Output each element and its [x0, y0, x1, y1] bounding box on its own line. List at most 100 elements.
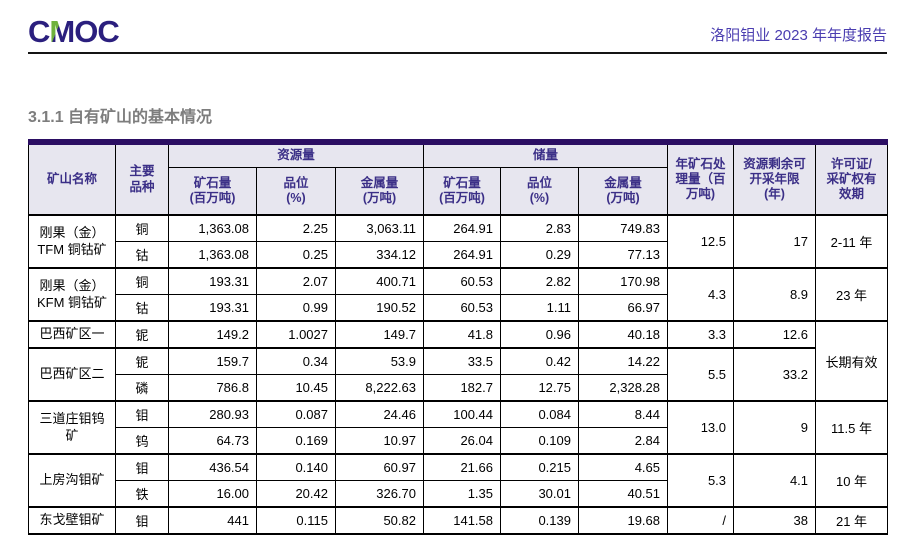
- cell-remaining: 38: [733, 506, 817, 535]
- cell-res-grade: 0.087: [256, 400, 336, 428]
- cell-rsv-metal: 14.22: [577, 347, 669, 375]
- cell-res-metal: 326.70: [335, 480, 424, 508]
- cell-res-grade: 0.99: [256, 294, 336, 322]
- cell-rsv-grade: 0.42: [500, 347, 579, 375]
- cell-res-metal: 3,063.11: [335, 214, 424, 242]
- section-title: 3.1.1 自有矿山的基本情况: [28, 109, 213, 126]
- cell-variety: 钴: [115, 241, 169, 269]
- cell-mine-name: 上房沟钼矿: [28, 453, 116, 508]
- cell-rsv-metal: 170.98: [577, 267, 669, 295]
- cell-remaining: 4.1: [733, 453, 817, 508]
- cell-rsv-grade: 0.29: [500, 241, 579, 269]
- cell-license: 21 年: [815, 506, 889, 535]
- cell-license: 2-11 年: [815, 214, 889, 269]
- cell-mine-name: 刚果（金）TFM 铜钴矿: [28, 214, 116, 269]
- cell-res-grade: 10.45: [256, 374, 336, 402]
- cell-processing: 3.3: [667, 320, 735, 349]
- cell-res-ore: 786.8: [168, 374, 257, 402]
- table-row: 东戈壁钼矿 钼 441 0.115 50.82 141.58 0.139 19.…: [28, 506, 889, 535]
- cell-res-ore: 280.93: [168, 400, 257, 428]
- cell-res-grade: 0.115: [256, 506, 336, 535]
- col-header-license: 许可证/ 采矿权有 效期: [815, 139, 889, 216]
- table-row: 上房沟钼矿 钼 436.54 0.140 60.97 21.66 0.215 4…: [28, 453, 889, 508]
- cell-res-metal: 190.52: [335, 294, 424, 322]
- cell-remaining: 33.2: [733, 347, 817, 402]
- cell-rsv-ore: 33.5: [423, 347, 501, 375]
- cell-rsv-ore: 21.66: [423, 453, 501, 481]
- cell-rsv-ore: 264.91: [423, 214, 501, 242]
- cell-variety: 钼: [115, 400, 169, 428]
- col-header-rsv-grade: 品位 (%): [500, 167, 579, 216]
- cell-rsv-metal: 2.84: [577, 427, 669, 455]
- cell-rsv-ore: 182.7: [423, 374, 501, 402]
- cell-res-ore: 159.7: [168, 347, 257, 375]
- cell-res-grade: 0.25: [256, 241, 336, 269]
- cell-license: 10 年: [815, 453, 889, 508]
- col-header-main-variety: 主要 品种: [115, 139, 169, 216]
- cell-res-metal: 53.9: [335, 347, 424, 375]
- col-header-res-ore: 矿石量 (百万吨): [168, 167, 257, 216]
- cell-res-ore: 1,363.08: [168, 241, 257, 269]
- cell-variety: 钴: [115, 294, 169, 322]
- cell-rsv-grade: 0.139: [500, 506, 579, 535]
- cell-res-metal: 60.97: [335, 453, 424, 481]
- table-row: 巴西矿区一 铌 149.2 1.0027 149.7 41.8 0.96 40.…: [28, 320, 889, 402]
- cell-rsv-grade: 2.83: [500, 214, 579, 242]
- cell-res-grade: 0.34: [256, 347, 336, 375]
- cell-variety: 铜: [115, 214, 169, 242]
- col-header-annual-processing: 年矿石处 理量（百 万吨): [667, 139, 735, 216]
- cell-res-ore: 64.73: [168, 427, 257, 455]
- col-group-reserves: 储量: [422, 139, 669, 168]
- cell-rsv-grade: 1.11: [500, 294, 579, 322]
- cell-res-ore: 193.31: [168, 294, 257, 322]
- cell-processing: 5.5: [667, 347, 735, 402]
- cell-res-metal: 149.7: [335, 320, 424, 349]
- cell-remaining: 12.6: [733, 320, 817, 349]
- cell-rsv-grade: 0.084: [500, 400, 579, 428]
- cell-variety: 铌: [115, 320, 169, 349]
- col-header-mine-name: 矿山名称: [28, 139, 116, 216]
- table-row: 磷 786.8 10.45 8,222.63 182.7 12.75 2,328…: [29, 374, 888, 402]
- cell-rsv-metal: 19.68: [577, 506, 669, 535]
- cell-processing: 5.3: [667, 453, 735, 508]
- cell-rsv-ore: 60.53: [423, 294, 501, 322]
- cell-rsv-ore: 41.8: [423, 320, 501, 349]
- cell-mine-name: 刚果（金）KFM 铜钴矿: [28, 267, 116, 322]
- cell-rsv-grade: 12.75: [500, 374, 579, 402]
- logo-letters-oc: OC: [74, 14, 119, 49]
- cell-rsv-ore: 1.35: [423, 480, 501, 508]
- cell-res-metal: 8,222.63: [335, 374, 424, 402]
- table-row: 三道庄钼钨矿 钼 280.93 0.087 24.46 100.44 0.084…: [28, 400, 889, 455]
- cell-license: 23 年: [815, 267, 889, 322]
- cell-rsv-grade: 30.01: [500, 480, 579, 508]
- col-group-resources: 资源量: [168, 139, 424, 168]
- cell-processing: 12.5: [667, 214, 735, 269]
- cell-rsv-ore: 100.44: [423, 400, 501, 428]
- cell-mine-name: 巴西矿区二: [28, 347, 116, 402]
- report-title: 洛阳钼业 2023 年年度报告: [710, 27, 887, 44]
- cell-res-metal: 334.12: [335, 241, 424, 269]
- cell-res-grade: 1.0027: [256, 320, 336, 349]
- table-row: 刚果（金）TFM 铜钴矿 铜 1,363.08 2.25 3,063.11 26…: [28, 214, 889, 269]
- col-header-rsv-metal: 金属量 (万吨): [577, 167, 669, 216]
- logo-letter-c: C: [28, 14, 50, 49]
- table-row: 巴西矿区二 铌 159.7 0.34 53.9 33.5 0.42 14.22 …: [28, 347, 888, 402]
- cell-rsv-grade: 2.82: [500, 267, 579, 295]
- cell-rsv-metal: 40.51: [577, 480, 669, 508]
- page-header: CMOC 洛阳钼业 2023 年年度报告: [28, 0, 887, 54]
- cell-variety: 钼: [115, 506, 169, 535]
- cell-processing: 13.0: [667, 400, 735, 455]
- table-row: 刚果（金）KFM 铜钴矿 铜 193.31 2.07 400.71 60.53 …: [28, 267, 889, 322]
- cell-mine-name: 东戈壁钼矿: [28, 506, 116, 535]
- cell-res-grade: 2.25: [256, 214, 336, 242]
- cell-res-metal: 400.71: [335, 267, 424, 295]
- cell-remaining: 17: [733, 214, 817, 269]
- logo-letter-m: M: [49, 14, 75, 49]
- cell-res-ore: 16.00: [168, 480, 257, 508]
- cmoc-logo: CMOC: [28, 14, 120, 49]
- cell-variety: 磷: [115, 374, 169, 402]
- cell-rsv-grade: 0.109: [500, 427, 579, 455]
- cell-res-ore: 149.2: [168, 320, 257, 349]
- cell-rsv-metal: 77.13: [577, 241, 669, 269]
